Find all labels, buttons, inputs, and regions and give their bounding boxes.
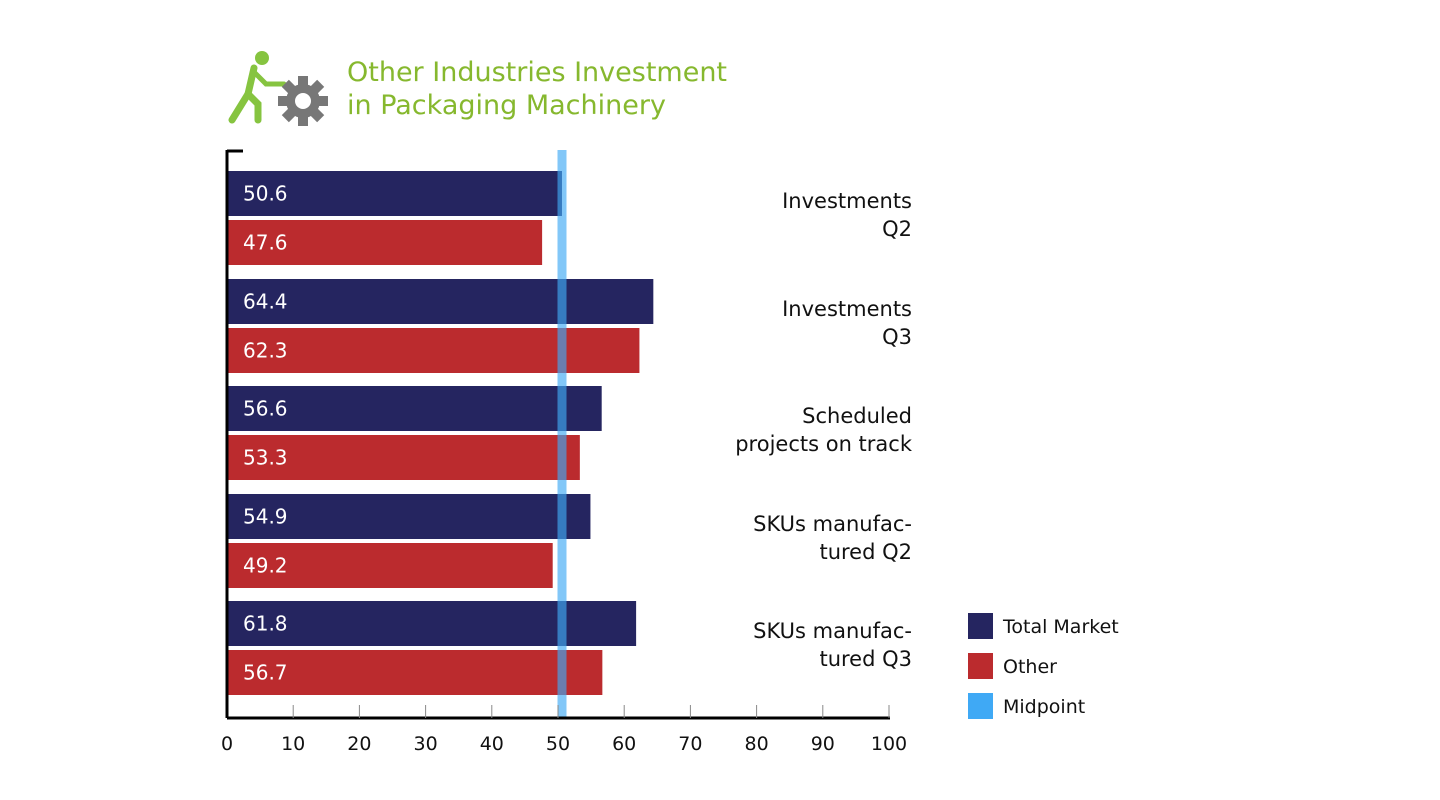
x-tick-label: 80 [745, 733, 769, 755]
data-label: 49.2 [243, 554, 288, 578]
midpoint-line [557, 150, 567, 718]
legend-label: Other [1003, 656, 1057, 678]
chart-title-line2: in Packaging Machinery [347, 90, 666, 121]
legend-swatch [968, 693, 993, 719]
x-tick-label: 50 [546, 733, 570, 755]
data-label: 50.6 [243, 182, 288, 206]
data-label: 47.6 [243, 231, 288, 255]
data-label: 56.6 [243, 397, 288, 421]
bar-total-market [227, 494, 591, 539]
data-label: 53.3 [243, 446, 288, 470]
bar-other [227, 543, 553, 588]
bar-total-market [227, 601, 637, 646]
data-label: 61.8 [243, 612, 288, 636]
category-label: Q2 [882, 217, 912, 241]
x-tick-label: 30 [414, 733, 438, 755]
legend-swatch [968, 613, 993, 639]
category-label: Investments [782, 189, 912, 213]
category-label: SKUs manufac- [753, 512, 912, 536]
x-tick-label: 0 [221, 733, 233, 755]
bar-other [227, 220, 543, 265]
category-label: SKUs manufac- [753, 619, 912, 643]
category-label: Scheduled [802, 404, 912, 428]
data-label: 64.4 [243, 290, 288, 314]
logo-icon [228, 51, 328, 126]
data-label: 62.3 [243, 339, 288, 363]
data-label: 54.9 [243, 505, 288, 529]
x-tick-label: 20 [347, 733, 371, 755]
category-label: projects on track [735, 432, 913, 456]
legend-label: Midpoint [1003, 696, 1085, 718]
bar-other [227, 650, 603, 695]
bar-total-market [227, 171, 562, 216]
category-label: tured Q3 [819, 647, 912, 671]
bar-other [227, 328, 640, 373]
x-tick-label: 60 [612, 733, 636, 755]
x-tick-label: 40 [480, 733, 504, 755]
bar-total-market [227, 386, 602, 431]
legend-swatch [968, 653, 993, 679]
chart-title-line1: Other Industries Investment [347, 57, 727, 88]
x-tick-label: 10 [281, 733, 305, 755]
x-tick-label: 70 [678, 733, 702, 755]
bar-other [227, 435, 580, 480]
data-label: 56.7 [243, 661, 288, 685]
bar-total-market [227, 279, 654, 324]
x-tick-label: 100 [871, 733, 907, 755]
legend-label: Total Market [1002, 616, 1119, 638]
x-tick-label: 90 [811, 733, 835, 755]
category-label: Investments [782, 297, 912, 321]
category-label: tured Q2 [819, 540, 912, 564]
category-label: Q3 [882, 325, 912, 349]
